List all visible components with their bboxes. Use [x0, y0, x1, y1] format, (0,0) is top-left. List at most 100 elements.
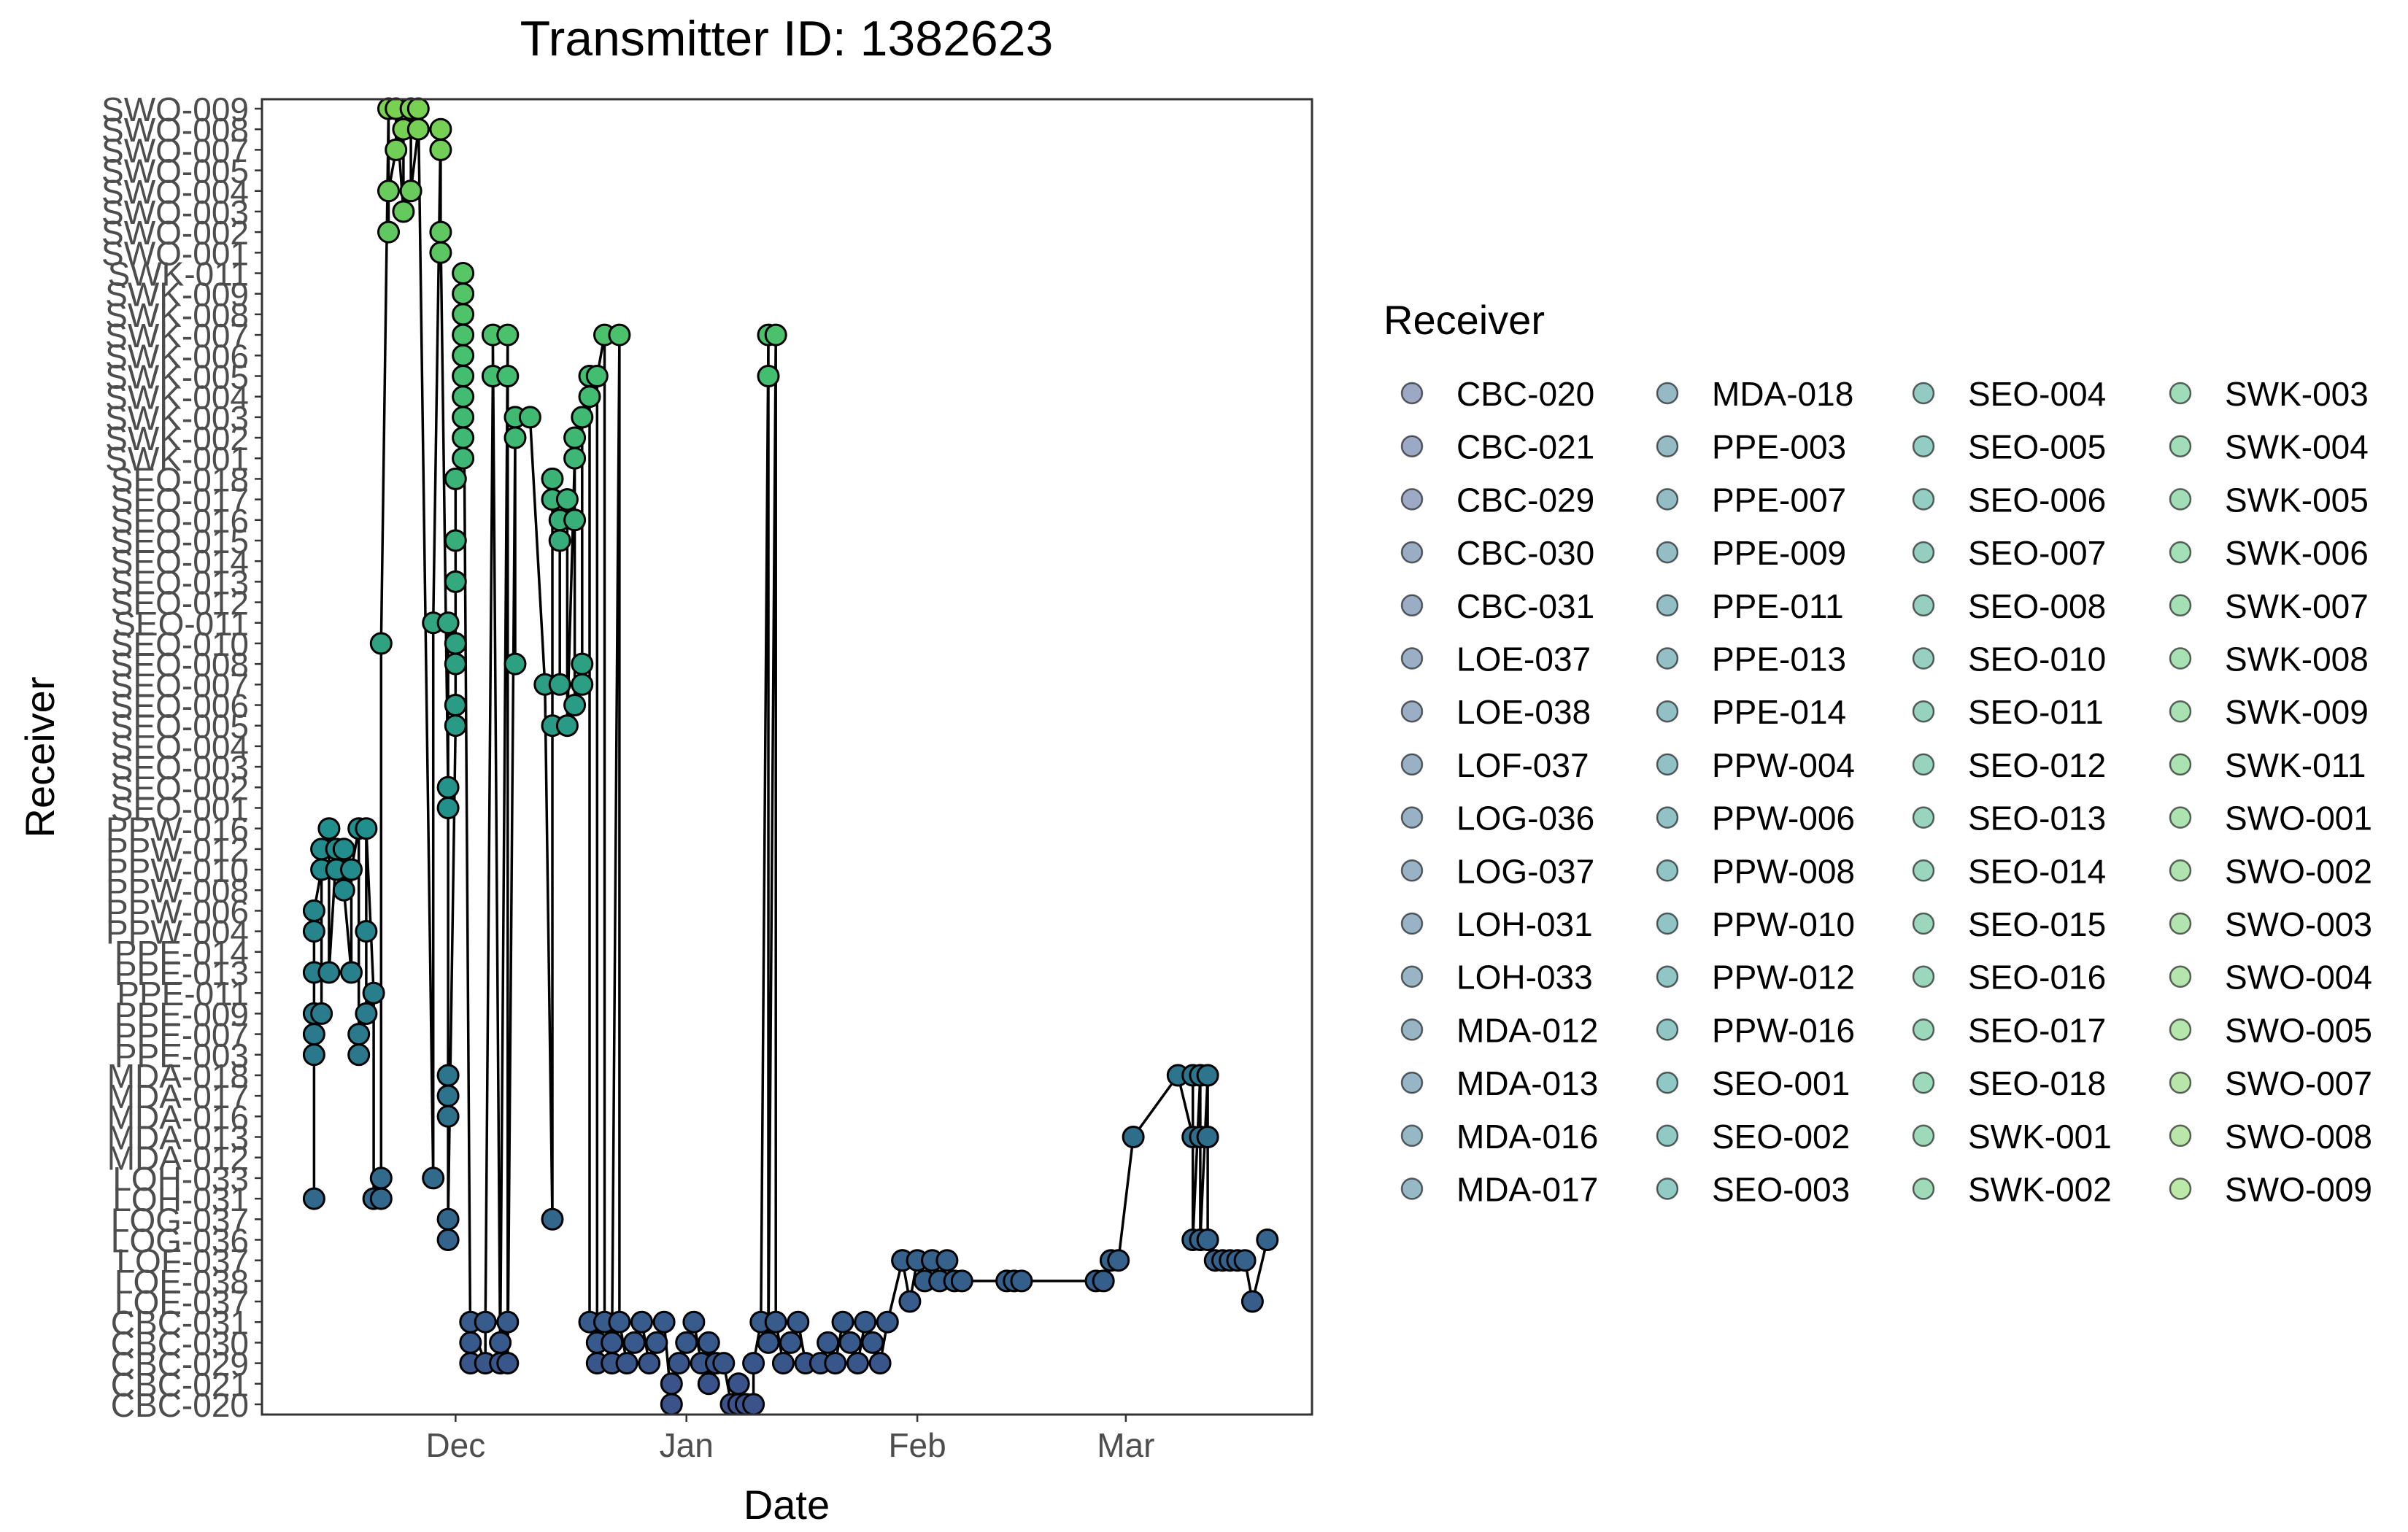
data-point	[452, 323, 475, 347]
y-tick-label: SEO-015	[111, 522, 249, 560]
legend-swatch	[1656, 1124, 1679, 1148]
legend-swatch	[1656, 488, 1679, 511]
legend-label: SWO-002	[2225, 852, 2372, 890]
data-point	[422, 1167, 445, 1190]
legend-item: SWO-007	[2169, 1064, 2372, 1102]
legend-label: SEO-010	[1968, 641, 2106, 678]
legend-swatch	[1912, 1124, 1935, 1148]
legend-swatch	[1912, 965, 1935, 988]
data-point	[302, 1187, 325, 1210]
legend-item: MDA-012	[1400, 1011, 1598, 1049]
legend-label: MDA-017	[1456, 1171, 1598, 1209]
legend-label: PPE-009	[1712, 534, 1846, 572]
legend-swatch	[1912, 700, 1935, 723]
data-point	[503, 426, 527, 449]
legend-swatch	[1400, 435, 1424, 457]
data-point	[861, 1331, 884, 1354]
data-point	[317, 817, 341, 840]
data-point	[444, 467, 467, 490]
data-point	[436, 1207, 460, 1231]
legend-item: SEO-003	[1656, 1171, 1850, 1209]
data-point	[362, 981, 385, 1005]
data-point	[757, 1331, 780, 1354]
data-point	[444, 632, 467, 655]
legend-item: SEO-001	[1656, 1064, 1850, 1102]
legend-item: SWK-001	[1912, 1118, 2112, 1156]
legend-item: PPW-006	[1656, 800, 1855, 837]
legend-swatch	[1912, 488, 1935, 511]
data-point	[347, 1023, 371, 1046]
legend-swatch	[1400, 1018, 1424, 1041]
legend-label: LOG-037	[1456, 852, 1594, 890]
legend-item: SWO-001	[2169, 800, 2372, 837]
data-point	[377, 179, 400, 203]
legend-label: CBC-030	[1456, 534, 1594, 572]
legend-item: PPE-003	[1656, 428, 1846, 466]
data-point	[563, 426, 587, 449]
y-tick-label: PPE-013	[115, 954, 249, 992]
legend-item: SWK-008	[2169, 641, 2369, 678]
data-point	[302, 920, 325, 943]
y-tick-label: SEO-017	[111, 481, 249, 519]
y-tick-label: SEO-001	[111, 789, 249, 827]
legend-item: SWK-009	[2169, 693, 2369, 731]
legend-title: Receiver	[1384, 297, 1545, 343]
data-point	[444, 694, 467, 716]
data-point	[332, 837, 355, 861]
data-point	[1107, 1249, 1130, 1272]
legend-label: SEO-017	[1968, 1011, 2106, 1049]
data-point	[474, 1310, 497, 1334]
legend-label: SEO-002	[1712, 1118, 1850, 1156]
data-point	[496, 1310, 520, 1334]
legend-label: CBC-031	[1456, 587, 1594, 625]
legend-item: SWO-005	[2169, 1011, 2372, 1049]
y-tick-label: PPW-004	[106, 913, 249, 951]
legend-item: SWO-008	[2169, 1118, 2372, 1156]
legend-swatch	[1400, 382, 1424, 405]
y-tick-label: SEO-005	[111, 708, 249, 746]
legend-item: SEO-012	[1912, 746, 2106, 784]
data-point	[615, 1352, 638, 1375]
legend-label: LOE-037	[1456, 641, 1591, 678]
data-point	[1122, 1126, 1145, 1148]
data-point	[429, 241, 452, 264]
legend-swatch	[1912, 1177, 1935, 1200]
y-tick-label: SEO-002	[111, 769, 249, 807]
data-point	[608, 1310, 631, 1334]
legend-item: PPW-016	[1656, 1011, 1855, 1049]
data-point	[369, 632, 393, 655]
legend-item: SWK-011	[2169, 746, 2366, 784]
y-tick-label: MDA-017	[107, 1078, 249, 1115]
y-tick-label: LOH-031	[112, 1180, 249, 1218]
legend-swatch	[1400, 912, 1424, 935]
legend-swatch	[1912, 594, 1935, 617]
legend: Receiver CBC-020CBC-021CBC-029CBC-030CBC…	[1384, 297, 2372, 1209]
data-point	[571, 406, 594, 429]
data-point	[779, 1331, 803, 1354]
legend-label: PPE-014	[1712, 693, 1846, 731]
y-tick-label: SEO-004	[111, 728, 249, 766]
data-point	[578, 385, 601, 409]
legend-item: SEO-005	[1912, 428, 2106, 466]
y-tick-label: SWO-007	[101, 131, 249, 169]
legend-label: MDA-018	[1712, 375, 1853, 413]
legend-label: SEO-016	[1968, 959, 2106, 997]
legend-label: LOF-037	[1456, 746, 1589, 784]
y-tick-label: PPW-010	[106, 851, 249, 889]
data-point	[392, 200, 415, 223]
legend-swatch	[1656, 965, 1679, 988]
data-point	[742, 1352, 765, 1375]
legend-swatch	[2169, 488, 2192, 511]
legend-label: SEO-001	[1712, 1064, 1850, 1102]
legend-item: CBC-029	[1400, 481, 1594, 519]
data-point	[452, 426, 475, 449]
y-tick-label: SWO-008	[101, 111, 249, 149]
legend-label: SEO-005	[1968, 428, 2106, 466]
legend-swatch	[1656, 912, 1679, 935]
legend-swatch	[1400, 753, 1424, 776]
data-point	[712, 1352, 736, 1375]
data-point	[452, 446, 475, 470]
legend-label: SWK-006	[2225, 534, 2369, 572]
detection-points	[302, 97, 1279, 1416]
data-point	[399, 179, 422, 203]
